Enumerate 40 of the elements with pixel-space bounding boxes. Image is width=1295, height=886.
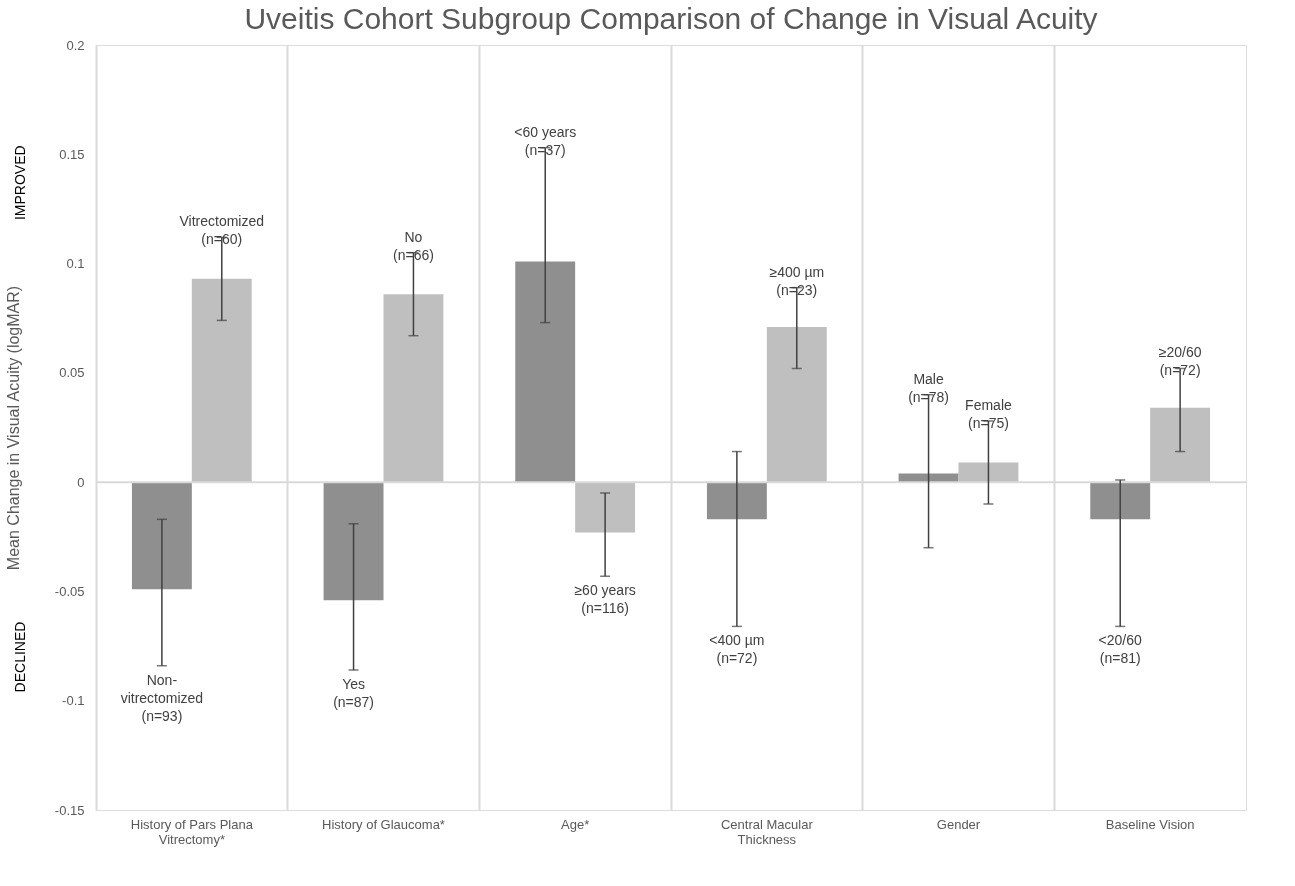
x-tick-label: History of Glaucoma* — [322, 816, 445, 832]
annotation: No (n=66) — [393, 228, 434, 263]
y-axis-title: Mean Change in Visual Acuity (logMAR) — [4, 285, 22, 571]
text: DECLINED — [12, 621, 28, 693]
y-tick-label: 0.05 — [59, 365, 85, 381]
bar — [575, 482, 636, 533]
bar — [958, 462, 1019, 483]
annotation: Yes (n=87) — [333, 676, 374, 711]
annotation: <60 years (n=37) — [514, 123, 577, 158]
x-tick-label: Central Macular Thickness — [720, 816, 814, 847]
x-tick-label: Baseline Vision — [1105, 816, 1195, 832]
bar — [191, 278, 252, 483]
annotation: <400 µm (n=72) — [709, 632, 765, 667]
text: IMPROVED — [12, 145, 28, 221]
y-tick-label: 0 — [77, 474, 85, 490]
y-tick-label: 0.2 — [66, 37, 85, 53]
y-tick-label: -0.15 — [54, 802, 85, 818]
bar — [131, 482, 192, 590]
annotation: ≥20/60 (n=72) — [1158, 344, 1202, 379]
chart-title: Uveitis Cohort Subgroup Comparison of Change in Visual Acuity — [244, 2, 1098, 35]
annotation: Vitrectomized (n=60) — [179, 213, 265, 248]
bar — [515, 261, 576, 483]
y-tick-label: -0.05 — [54, 583, 85, 599]
annotation: Non- vitrectomized (n=93) — [120, 671, 204, 724]
bar — [766, 326, 827, 483]
x-tick-label: Age* — [561, 816, 590, 832]
bar — [383, 294, 444, 483]
y-tick-label: -0.1 — [62, 693, 85, 709]
annotation: ≥400 µm (n=23) — [769, 263, 825, 298]
x-tick-label: History of Pars Plana Vitrectomy* — [130, 816, 254, 847]
bar — [323, 482, 384, 601]
y-tick-label: 0.1 — [66, 256, 85, 272]
y-tick-label: 0.15 — [59, 146, 85, 162]
annotation: ≥60 years (n=116) — [574, 582, 636, 617]
x-tick-label: Gender — [936, 816, 981, 832]
annotation: <20/60 (n=81) — [1098, 632, 1143, 667]
bar — [706, 482, 767, 520]
bar — [1150, 407, 1211, 483]
bar — [1090, 482, 1151, 520]
annotation: Male (n=78) — [908, 370, 949, 405]
